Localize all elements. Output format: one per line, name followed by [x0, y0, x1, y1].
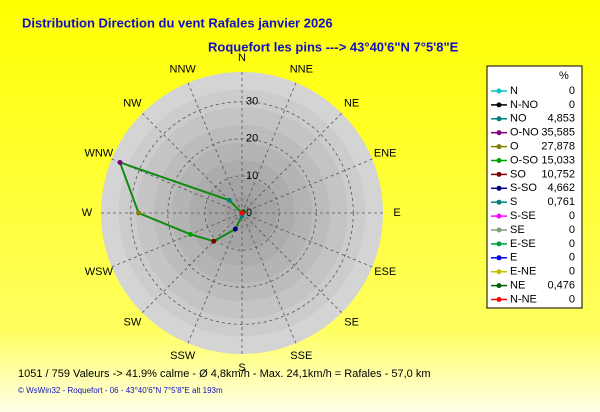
chart-subtitle: Roquefort les pins ---> 43°40'6"N 7°5'8"…: [208, 39, 459, 54]
chart-title: Distribution Direction du vent Rafales j…: [22, 15, 333, 30]
data-point: [239, 210, 245, 216]
legend-value: 0: [569, 210, 575, 222]
direction-label: SE: [344, 317, 359, 329]
r-tick-label: 10: [246, 170, 258, 182]
legend-label: O: [510, 141, 519, 153]
legend-value: 0: [569, 99, 575, 111]
legend-label: S-SE: [510, 210, 536, 222]
legend-value: 0,761: [547, 196, 575, 208]
data-point: [117, 159, 123, 165]
grid-ring: [204, 175, 280, 251]
legend-marker: [496, 116, 502, 122]
legend-marker: [496, 255, 502, 261]
legend-value: 15,033: [541, 154, 575, 166]
r-tick-label: 20: [246, 133, 258, 145]
legend-marker: [496, 241, 502, 247]
credit: © WsWin32 - Roquefort - 06 - 43°40'6"N 7…: [18, 386, 223, 395]
legend-label: NO: [510, 113, 527, 125]
legend-marker: [496, 130, 502, 136]
legend-label: E-SE: [510, 238, 536, 250]
grid-ring: [130, 101, 354, 325]
legend-label: E: [510, 252, 517, 264]
legend-value: 0: [569, 252, 575, 264]
legend-value: 0,476: [547, 280, 575, 292]
direction-label: NNE: [290, 64, 313, 76]
legend-marker: [496, 283, 502, 289]
legend-marker: [496, 269, 502, 275]
direction-label: S: [238, 362, 245, 374]
legend-marker: [496, 297, 502, 302]
legend-label: N-NO: [510, 99, 539, 111]
direction-label: E: [393, 207, 400, 219]
legend-label: N-NE: [510, 293, 537, 305]
legend-label: SE: [510, 224, 525, 236]
legend-label: E-NE: [510, 266, 536, 278]
legend-label: S-SO: [510, 182, 537, 194]
direction-label: ESE: [374, 266, 396, 278]
legend-value: 35,585: [541, 127, 575, 139]
legend-marker: [496, 171, 502, 177]
legend-value: 4,853: [547, 113, 575, 125]
legend-label: S: [510, 196, 517, 208]
legend-value: 4,662: [547, 182, 575, 194]
legend-label: O-SO: [510, 154, 539, 166]
legend-value: 10,752: [541, 168, 575, 180]
legend-marker: [496, 213, 502, 219]
legend-label: O-NO: [510, 127, 539, 139]
direction-label: ENE: [374, 148, 397, 160]
direction-label: N: [238, 52, 246, 64]
r-tick-label: 0: [246, 207, 252, 219]
direction-label: SSE: [290, 350, 312, 362]
direction-label: NE: [344, 97, 359, 109]
legend-label: NE: [510, 280, 525, 292]
data-point: [136, 210, 142, 216]
legend-value: 0: [569, 266, 575, 278]
direction-label: NNW: [170, 64, 197, 76]
legend-marker: [496, 158, 502, 163]
legend-value: 0: [569, 238, 575, 250]
legend-marker: [496, 88, 502, 94]
legend-box: [486, 65, 583, 309]
legend-value: 27,878: [541, 141, 575, 153]
data-point: [226, 197, 232, 203]
direction-label: NW: [123, 97, 142, 109]
legend-title: %: [559, 70, 569, 82]
direction-label: W: [82, 207, 93, 219]
legend-value: 0: [569, 293, 575, 305]
direction-label: SSW: [170, 350, 196, 362]
legend-marker: [496, 102, 502, 108]
footer: 1051 / 759 Valeurs -> 41.9% calme - Ø 4,…: [18, 368, 430, 380]
legend-marker: [496, 144, 502, 150]
legend-marker: [496, 227, 502, 233]
data-point: [232, 226, 238, 232]
r-tick-label: 30: [246, 96, 258, 108]
legend-marker: [496, 199, 502, 205]
grid-ring: [167, 138, 317, 288]
direction-label: WNW: [84, 148, 113, 160]
legend-marker: [496, 185, 502, 191]
data-point: [211, 238, 217, 244]
legend-label: N: [510, 85, 518, 97]
data-point: [187, 231, 193, 237]
direction-label: SW: [124, 317, 142, 329]
legend-value: 0: [569, 224, 575, 236]
direction-label: WSW: [85, 266, 114, 278]
legend-value: 0: [569, 85, 575, 97]
legend-label: SO: [510, 168, 526, 180]
